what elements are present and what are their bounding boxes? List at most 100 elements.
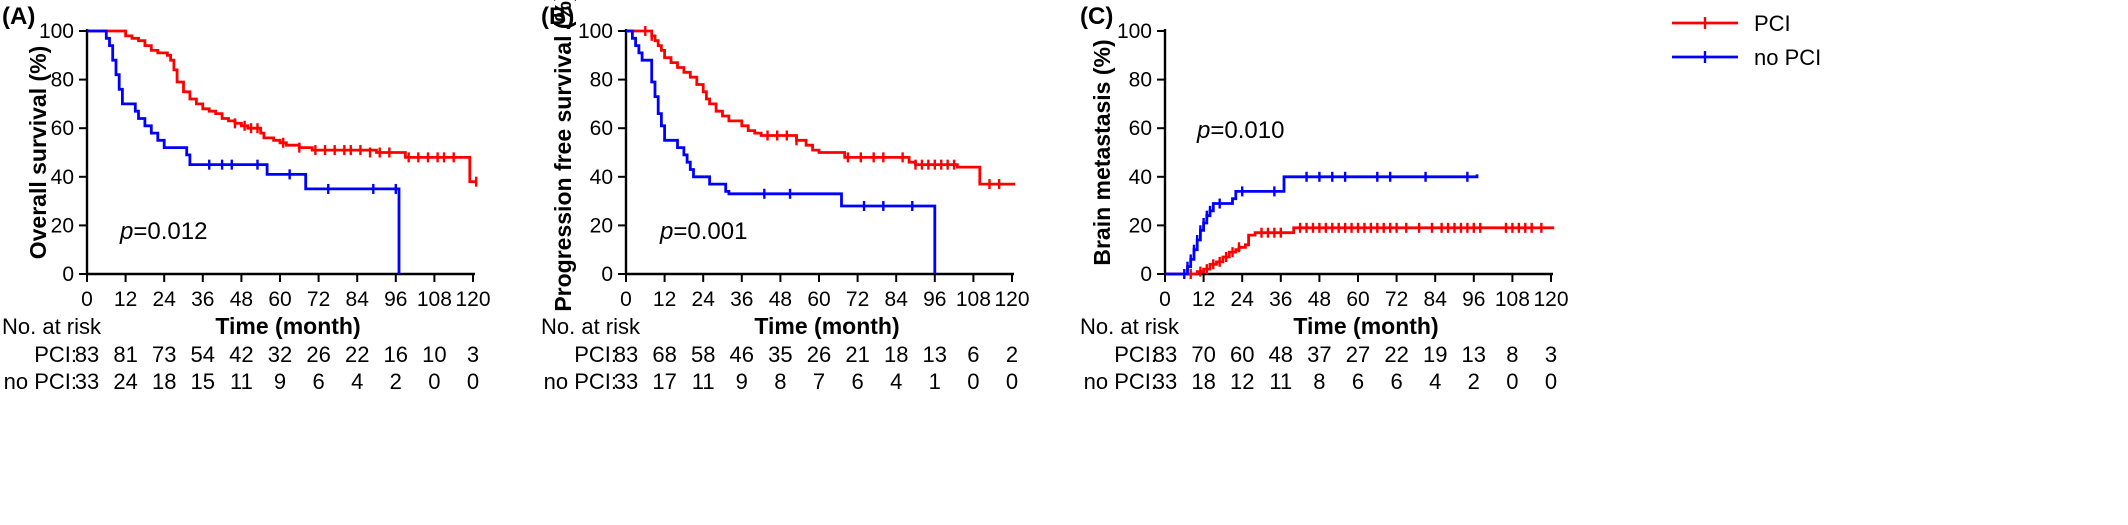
risk-count: 83 [75,342,99,367]
risk-row-label: PCI: [34,342,77,367]
risk-count: 26 [306,342,330,367]
risk-count: 21 [845,342,869,367]
risk-count: 11 [1269,369,1292,394]
risk-count: 33 [614,369,638,394]
risk-count: 1 [929,369,941,394]
x-tick-label: 0 [1159,288,1171,311]
series-pci [87,29,478,187]
x-tick-label: 96 [923,288,946,311]
x-tick-label: 0 [620,288,632,311]
risk-count: 18 [152,369,176,394]
p-value-annotation: p=0.001 [659,218,747,245]
risk-count: 9 [274,369,286,394]
risk-count: 81 [113,342,137,367]
risk-count: 24 [113,369,137,394]
risk-count: 17 [652,369,676,394]
survival-curve-no-pci [626,29,937,274]
p-value-annotation: p=0.012 [119,218,207,245]
risk-count: 11 [230,369,253,394]
p-value-prefix: p [119,218,133,245]
risk-count: 37 [1307,342,1331,367]
risk-count: 54 [191,342,215,367]
risk-count: 0 [428,369,440,394]
x-tick-label: 108 [417,288,452,311]
x-tick-label: 120 [994,288,1029,311]
risk-count: 2 [1006,342,1018,367]
risk-count: 27 [1346,342,1370,367]
survival-curve-pci [626,29,1016,186]
risk-count: 48 [1269,342,1293,367]
p-value-text: =0.001 [673,218,747,245]
risk-count: 6 [1352,369,1364,394]
risk-count: 0 [1006,369,1018,394]
legend-label: PCI [1754,11,1791,36]
y-axis-label: Brain metastasis (%) [1089,39,1115,265]
y-tick-label: 0 [601,263,613,286]
x-tick-label: 12 [114,288,137,311]
p-value-prefix: p [659,218,673,245]
risk-count: 18 [1191,369,1215,394]
y-tick-label: 0 [1140,263,1152,286]
y-tick-label: 20 [590,214,613,237]
x-tick-label: 24 [153,288,177,311]
risk-count: 4 [351,369,363,394]
x-tick-label: 36 [191,288,214,311]
risk-count: 2 [1468,369,1480,394]
y-tick-label: 40 [590,166,613,189]
legend-label: no PCI [1754,45,1821,70]
risk-count: 70 [1191,342,1215,367]
x-tick-label: 96 [1462,288,1485,311]
risk-count: 2 [390,369,402,394]
x-tick-label: 72 [846,288,869,311]
risk-count: 33 [75,369,99,394]
x-tick-label: 72 [307,288,330,311]
risk-count: 9 [736,369,748,394]
risk-count: 16 [384,342,408,367]
x-tick-label: 120 [455,288,490,311]
x-tick-label: 24 [692,288,716,311]
risk-count: 35 [768,342,792,367]
x-tick-label: 108 [1495,288,1530,311]
risk-count: 12 [1230,369,1254,394]
risk-count: 8 [1313,369,1325,394]
risk-count: 19 [1423,342,1447,367]
risk-count: 8 [1506,342,1518,367]
x-axis-label: Time (month) [754,313,899,339]
risk-count: 13 [923,342,947,367]
risk-count: 3 [467,342,479,367]
panel-label: (B) [541,3,574,30]
y-tick-label: 40 [1129,166,1152,189]
x-tick-label: 84 [885,288,909,311]
survival-curve-pci [1165,226,1555,276]
x-tick-label: 60 [1346,288,1369,311]
risk-count: 6 [312,369,324,394]
x-tick-label: 60 [268,288,291,311]
x-tick-label: 108 [956,288,991,311]
risk-count: 26 [807,342,831,367]
risk-count: 6 [851,369,863,394]
risk-count: 6 [967,342,979,367]
risk-count: 33 [1153,369,1177,394]
risk-row-label: no PCI: [544,369,617,394]
x-tick-label: 48 [1308,288,1331,311]
x-tick-label: 96 [384,288,407,311]
series-no-pci [87,29,401,274]
risk-row-label: no PCI: [4,369,77,394]
risk-count: 22 [345,342,369,367]
risk-count: 13 [1462,342,1486,367]
series-pci [626,26,1016,190]
x-axis-label: Time (month) [1293,313,1438,339]
risk-row-label: no PCI: [1084,369,1157,394]
y-tick-label: 60 [51,117,74,140]
y-axis-label: Progression free survival (%) [550,0,576,312]
risk-count: 0 [1545,369,1557,394]
x-tick-label: 60 [807,288,830,311]
x-tick-label: 12 [1192,288,1215,311]
x-tick-label: 84 [346,288,370,311]
y-tick-label: 20 [51,214,74,237]
x-tick-label: 36 [730,288,753,311]
y-tick-label: 20 [1129,214,1152,237]
risk-count: 3 [1545,342,1557,367]
